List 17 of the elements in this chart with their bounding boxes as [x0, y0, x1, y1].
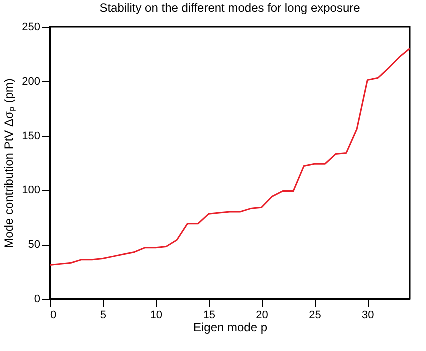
y-axis-title: Mode contribution PtV Δσₚ (pm) [2, 78, 16, 248]
x-axis-title: Eigen mode p [193, 320, 268, 334]
y-tick-label: 100 [22, 184, 40, 197]
x-tick-label: 0 [50, 310, 57, 322]
y-tick-label: 250 [22, 22, 40, 34]
y-tick-label: 200 [22, 76, 40, 88]
chart-title: Stability on the different modes for long exposure [100, 1, 361, 15]
x-tick-label: 10 [150, 310, 163, 322]
x-tick-label: 15 [203, 310, 216, 322]
x-tick-label: 20 [256, 310, 268, 322]
x-tick-label: 5 [100, 310, 107, 322]
x-tick-label: 30 [362, 310, 374, 322]
line-series [50, 48, 410, 266]
y-tick-label: 0 [34, 294, 40, 306]
y-tick-label: 50 [28, 239, 40, 252]
y-tick-label: 150 [22, 130, 40, 142]
x-tick-label: 25 [309, 310, 322, 322]
